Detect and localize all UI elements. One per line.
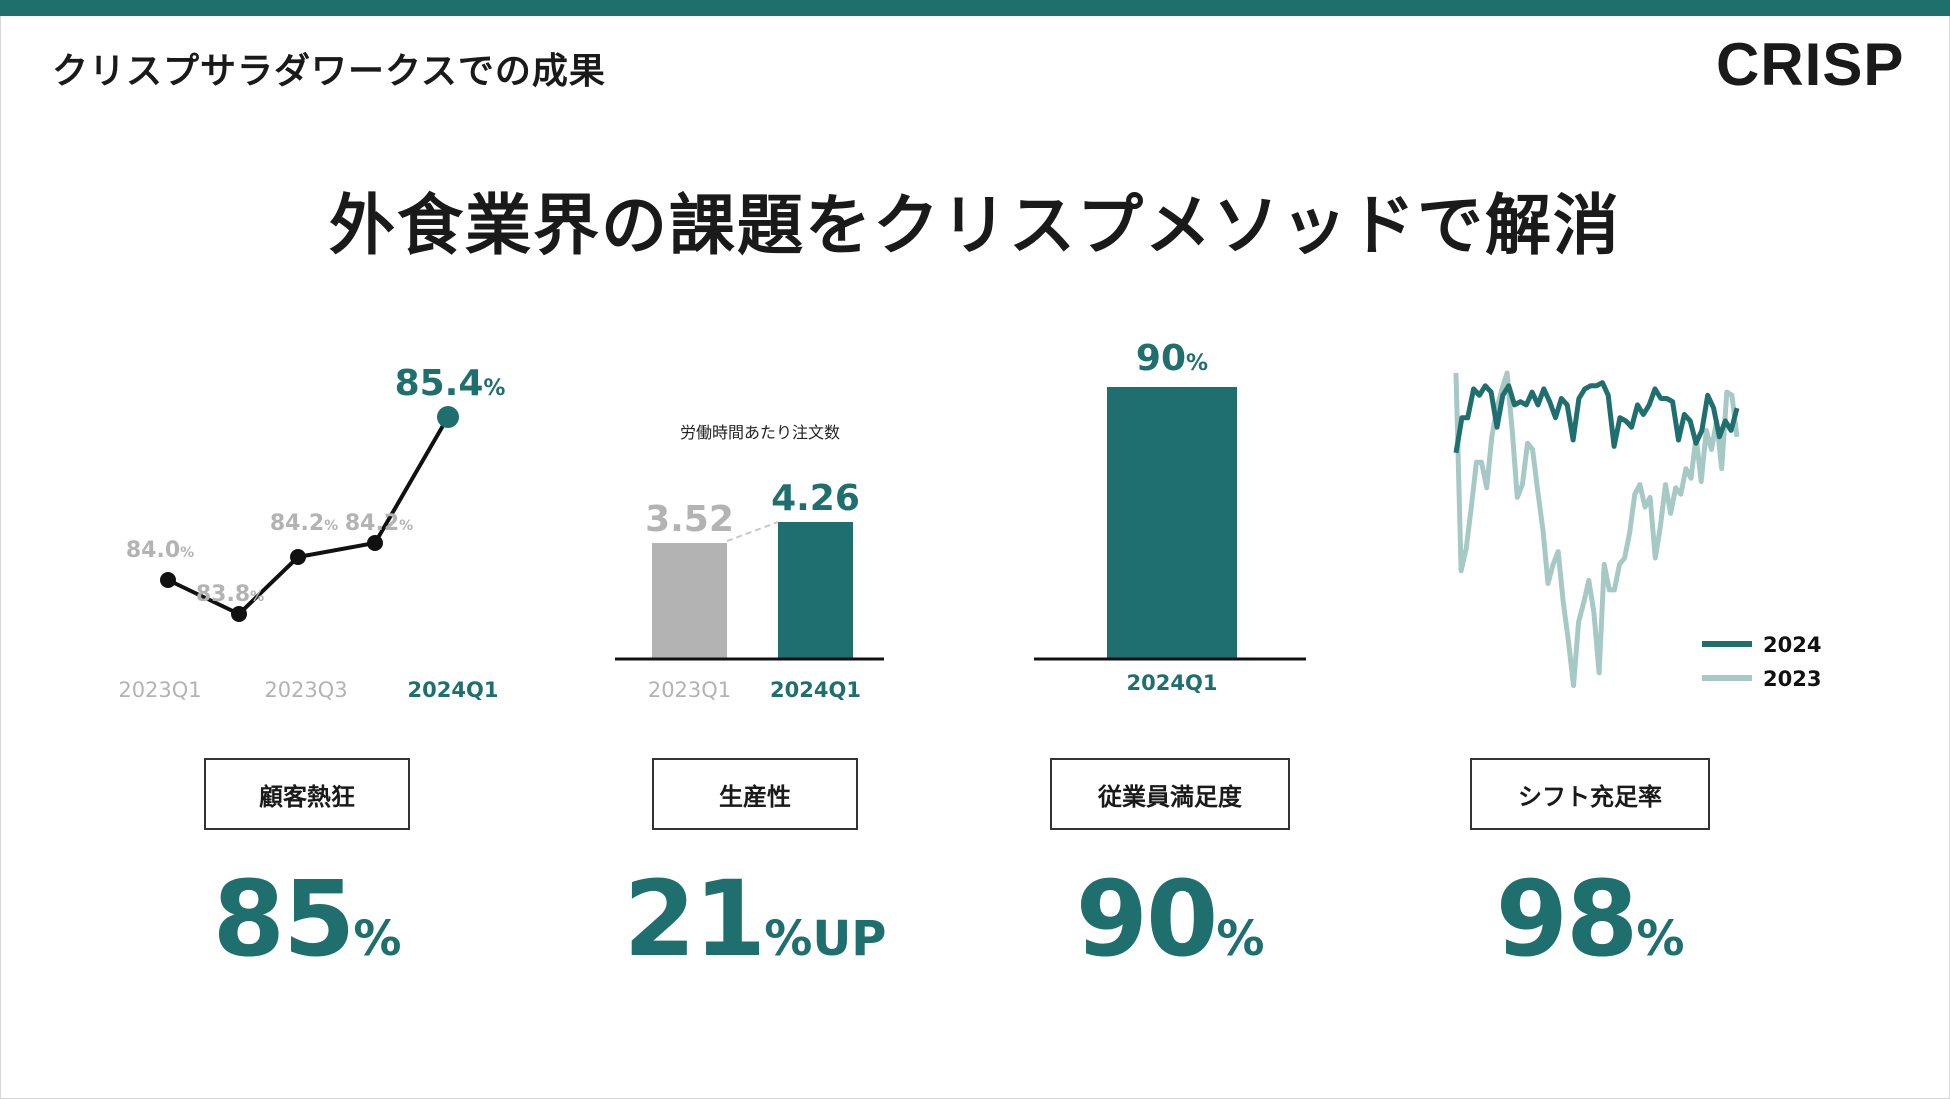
section-title: クリスプサラダワークスでの成果 — [52, 51, 606, 92]
bar — [652, 543, 727, 658]
chart-title: 労働時間あたり注文数 — [680, 423, 840, 442]
headline: 外食業界の課題をクリスプメソッドで解消 — [329, 187, 1621, 264]
data-label: 84.2% — [345, 511, 413, 536]
metric-value-shift-fill-rate: 98% — [1490, 858, 1690, 980]
line-series-2023 — [1453, 370, 1740, 689]
metric-value-productivity: 21%UP — [620, 858, 890, 980]
x-tick-label: 2024Q1 — [770, 678, 861, 702]
data-label: 84.2% — [270, 511, 338, 536]
metric-unit: %UP — [764, 911, 887, 967]
data-point — [290, 549, 306, 565]
crisp-logo: CRISP — [1716, 31, 1905, 98]
line-series-2024 — [1453, 380, 1740, 454]
metric-value-employee-satisfaction: 90% — [1070, 858, 1270, 980]
x-tick-label: 2024Q1 — [408, 678, 499, 702]
metric-number: 98 — [1495, 858, 1639, 980]
x-tick-label: 2023Q1 — [648, 678, 731, 702]
metric-label-customer-enthusiasm: 顧客熱狂 — [204, 758, 410, 830]
data-label: 90% — [1136, 338, 1208, 379]
data-label: 3.52 — [645, 499, 734, 540]
x-tick-label: 2023Q1 — [118, 678, 201, 702]
metric-number: 90 — [1075, 858, 1219, 980]
data-label: 4.26 — [771, 478, 860, 519]
data-point — [367, 535, 383, 551]
x-tick-label: 2023Q3 — [264, 678, 347, 702]
data-point — [231, 606, 247, 622]
metric-unit: % — [353, 911, 402, 967]
metric-unit: % — [1216, 911, 1265, 967]
legend-label-2023: 2023 — [1763, 667, 1821, 691]
metric-number: 21 — [623, 858, 767, 980]
legend-label-2024: 2024 — [1763, 633, 1821, 657]
data-label: 84.0% — [126, 538, 194, 563]
x-tick-label: 2024Q1 — [1127, 671, 1218, 695]
metric-unit: % — [1636, 911, 1685, 967]
metric-value-customer-enthusiasm: 85% — [207, 858, 407, 980]
trend-connector — [726, 521, 779, 542]
top-accent-bar — [0, 0, 1950, 16]
data-label: 83.8% — [196, 582, 264, 607]
metric-label-productivity: 生産性 — [652, 758, 858, 830]
metric-label-shift-fill-rate: シフト充足率 — [1470, 758, 1710, 830]
bar — [1107, 387, 1237, 658]
data-point — [160, 572, 176, 588]
metric-number: 85 — [212, 858, 356, 980]
data-label: 85.4% — [395, 363, 506, 404]
data-point — [437, 406, 459, 428]
bar — [778, 522, 853, 658]
metric-label-employee-satisfaction: 従業員満足度 — [1050, 758, 1290, 830]
